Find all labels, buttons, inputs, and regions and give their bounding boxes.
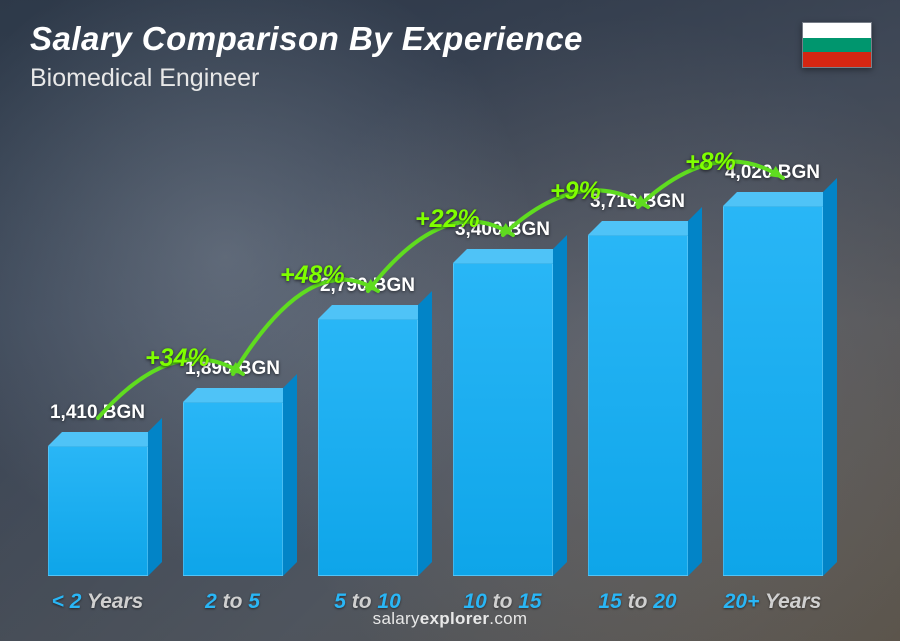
bar-front [588,235,688,576]
increase-arrow: +8% [628,136,803,245]
chart-subtitle: Biomedical Engineer [30,64,583,93]
flag-stripe-white [803,23,871,38]
bar-front [723,206,823,576]
bar-side-face [688,207,702,576]
footer-bold: explorer [420,609,490,628]
flag-stripe-green [803,38,871,53]
bar [723,206,823,576]
flag-stripe-red [803,52,871,67]
bar [48,446,148,576]
chart-area: 1,410 BGN< 2 Years1,890 BGN2 to 52,790 B… [30,96,840,576]
bar-front [48,446,148,576]
increase-pct-label: +8% [685,148,736,177]
bar-side-face [418,291,432,576]
increase-pct-label: +22% [415,205,480,234]
infographic-container: Salary Comparison By Experience Biomedic… [0,0,900,641]
bar [588,235,688,576]
header: Salary Comparison By Experience Biomedic… [30,20,583,93]
country-flag-bulgaria [802,22,872,68]
chart-title: Salary Comparison By Experience [30,20,583,58]
increase-pct-label: +9% [550,177,601,206]
footer-attribution: salaryexplorer.com [0,609,900,629]
footer-prefix: salary [373,609,420,628]
increase-pct-label: +48% [280,261,345,290]
increase-pct-label: +34% [145,344,210,373]
bar-side-face [823,178,837,576]
bar-side-face [553,235,567,576]
footer-suffix: .com [489,609,527,628]
